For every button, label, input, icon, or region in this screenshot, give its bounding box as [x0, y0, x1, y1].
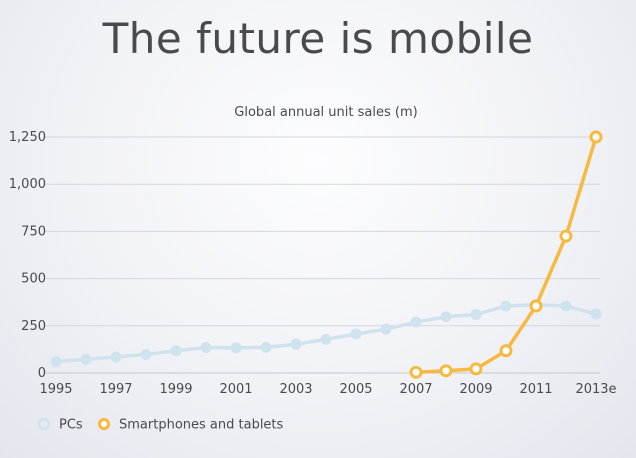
- series-group: [50, 130, 603, 379]
- series-line-pcs: [54, 302, 598, 364]
- legend-label: Smartphones and tablets: [119, 418, 284, 433]
- x-tick-label: 2001: [219, 382, 252, 397]
- legend-item-smartphones-and-tablets: Smartphones and tablets: [98, 418, 284, 433]
- x-tick-label: 1995: [39, 382, 72, 397]
- data-point-smartphones-and-tablets: [499, 344, 513, 358]
- y-tick-label: 0: [38, 366, 46, 381]
- x-tick-label: 2009: [459, 382, 492, 397]
- x-axis: 1995 1997 1999 2001 2003 2005 2007 2009 2011 2013…: [39, 382, 616, 397]
- data-point-pcs: [200, 342, 212, 354]
- y-tick-label: 1,000: [9, 177, 46, 192]
- y-tick-label: 500: [21, 272, 46, 287]
- slide-title: The future is mobile: [102, 14, 534, 63]
- data-point-smartphones-and-tablets: [469, 362, 483, 376]
- x-tick-label: 2011: [519, 382, 552, 397]
- data-point-pcs: [470, 308, 482, 320]
- y-axis: 0 250 500 750 1,000 1,250: [9, 130, 46, 381]
- y-tick-label: 1,250: [9, 130, 46, 145]
- data-point-pcs: [50, 356, 62, 368]
- x-tick-label: 2013e: [575, 382, 616, 397]
- legend-item-pcs: PCs: [37, 417, 83, 433]
- x-tick-label: 1997: [99, 382, 132, 397]
- data-point-pcs: [380, 323, 392, 335]
- data-point-pcs: [290, 338, 302, 350]
- data-point-pcs: [110, 351, 122, 363]
- legend-label: PCs: [59, 418, 83, 433]
- data-point-pcs: [230, 342, 242, 354]
- x-tick-label: 2007: [399, 382, 432, 397]
- series-line-smartphones-and-tablets: [414, 135, 598, 374]
- x-tick-label: 1999: [159, 382, 192, 397]
- data-point-pcs: [590, 308, 602, 320]
- x-tick-label: 2003: [279, 382, 312, 397]
- grid-lines: [44, 136, 600, 374]
- x-tick-label: 2005: [339, 382, 372, 397]
- legend-marker: [37, 417, 51, 431]
- data-point-smartphones-and-tablets: [529, 299, 543, 313]
- data-point-smartphones-and-tablets: [409, 365, 423, 379]
- legend: PCs Smartphones and tablets: [37, 417, 284, 433]
- y-tick-label: 750: [21, 224, 46, 239]
- data-point-pcs: [410, 316, 422, 328]
- data-point-smartphones-and-tablets: [589, 130, 603, 144]
- data-point-smartphones-and-tablets: [559, 229, 573, 243]
- data-point-pcs: [260, 341, 272, 353]
- series-smartphones-and-tablets: [409, 130, 603, 379]
- data-point-pcs: [440, 311, 452, 323]
- data-point-pcs: [560, 300, 572, 312]
- chart-subtitle: Global annual unit sales (m): [234, 105, 417, 120]
- data-point-smartphones-and-tablets: [439, 364, 453, 378]
- y-tick-label: 250: [21, 319, 46, 334]
- data-point-pcs: [500, 300, 512, 312]
- data-point-pcs: [140, 348, 152, 360]
- data-point-pcs: [350, 328, 362, 340]
- data-point-pcs: [170, 345, 182, 357]
- data-point-pcs: [320, 333, 332, 345]
- legend-marker: [98, 418, 110, 430]
- data-point-pcs: [80, 353, 92, 365]
